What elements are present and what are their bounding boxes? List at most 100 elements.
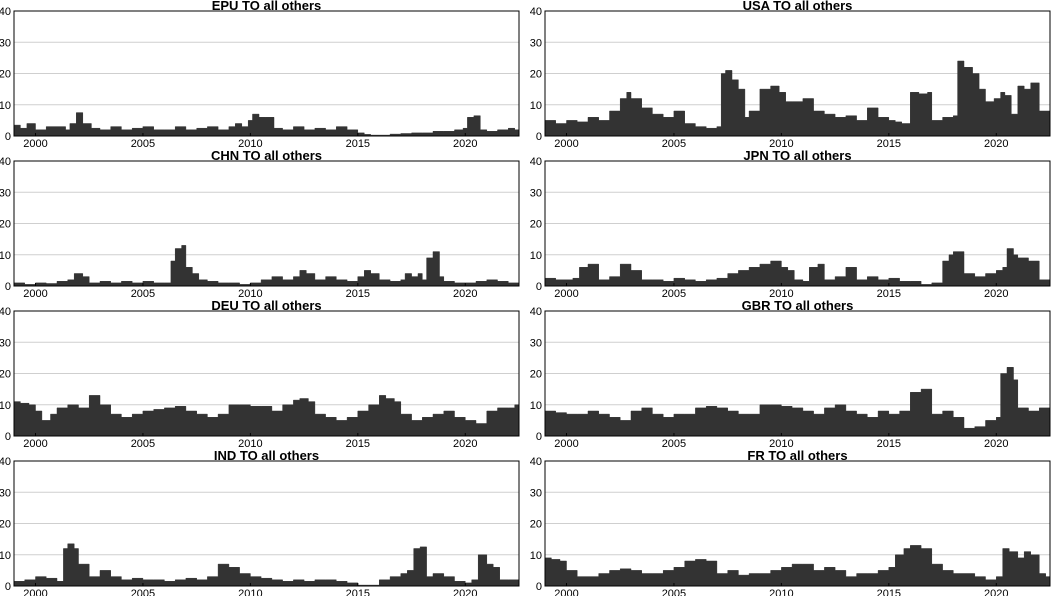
y-tick-label: 0 — [536, 431, 542, 443]
x-tick-label: 2015 — [877, 138, 901, 150]
y-tick-label: 40 — [530, 156, 542, 168]
y-tick-label: 10 — [0, 250, 11, 262]
x-tick-label: 2015 — [877, 288, 901, 300]
area-series — [544, 60, 1051, 137]
y-tick-label: 30 — [530, 487, 542, 499]
y-tick-label: 10 — [0, 100, 11, 112]
panel-title: FR TO all others — [747, 448, 847, 463]
plot-frame — [13, 310, 520, 437]
x-tick-label: 2000 — [23, 138, 47, 150]
panel-title: GBR TO all others — [742, 298, 854, 313]
y-tick-label: 40 — [530, 6, 542, 18]
panel-2: 0 10 20 30 40 2000 2005 2010 2015 2020 CHN TO all … — [0, 148, 520, 300]
y-tick-label: 40 — [0, 156, 11, 168]
area-series — [544, 367, 1051, 437]
x-tick-label: 2020 — [984, 588, 1008, 596]
y-tick-label: 30 — [530, 37, 542, 49]
panel-3: 0 10 20 30 40 2000 2005 2010 2015 2020 JPN TO all … — [530, 148, 1051, 300]
x-tick-label: 2000 — [23, 288, 47, 300]
x-tick-label: 2020 — [984, 138, 1008, 150]
y-tick-label: 20 — [530, 69, 542, 81]
y-tick-label: 20 — [0, 219, 11, 231]
plot-frame — [13, 160, 520, 287]
area-series — [544, 248, 1051, 287]
x-tick-label: 2010 — [238, 588, 262, 596]
y-tick-label: 10 — [530, 250, 542, 262]
y-tick-label: 20 — [530, 219, 542, 231]
x-tick-label: 2005 — [662, 588, 686, 596]
y-tick-label: 20 — [530, 369, 542, 381]
panel-7: 0 10 20 30 40 2000 2005 2010 2015 2020 FR TO all o… — [530, 448, 1051, 596]
plot-frame — [13, 460, 520, 587]
x-tick-label: 2000 — [23, 588, 47, 596]
y-tick-label: 40 — [0, 306, 11, 318]
plot-frame — [544, 310, 1051, 437]
panel-title: CHN TO all others — [211, 148, 322, 163]
y-tick-label: 10 — [0, 400, 11, 412]
panel-title: USA TO all others — [743, 0, 853, 13]
y-tick-label: 0 — [5, 281, 11, 293]
y-tick-label: 20 — [0, 69, 11, 81]
x-tick-label: 2000 — [23, 438, 47, 450]
area-series — [13, 392, 520, 437]
y-tick-label: 20 — [0, 519, 11, 531]
y-tick-label: 40 — [530, 456, 542, 468]
x-tick-label: 2010 — [769, 588, 793, 596]
x-tick-label: 2020 — [453, 288, 477, 300]
y-tick-label: 20 — [0, 369, 11, 381]
area-series — [13, 543, 520, 587]
x-tick-label: 2010 — [769, 288, 793, 300]
panel-title: EPU TO all others — [212, 0, 322, 13]
x-tick-label: 2010 — [238, 438, 262, 450]
plot-frame — [13, 10, 520, 137]
x-tick-label: 2020 — [453, 438, 477, 450]
x-tick-label: 2000 — [554, 438, 578, 450]
panel-title: JPN TO all others — [743, 148, 851, 163]
y-tick-label: 40 — [0, 6, 11, 18]
x-tick-label: 2015 — [877, 438, 901, 450]
x-tick-label: 2020 — [984, 288, 1008, 300]
plot-frame — [544, 10, 1051, 137]
x-tick-label: 2005 — [131, 138, 155, 150]
y-tick-label: 40 — [530, 306, 542, 318]
y-tick-label: 0 — [5, 581, 11, 593]
y-tick-label: 10 — [0, 550, 11, 562]
area-series — [544, 545, 1051, 587]
y-tick-label: 0 — [536, 131, 542, 143]
y-tick-label: 0 — [536, 281, 542, 293]
x-tick-label: 2010 — [238, 138, 262, 150]
panel-0: 0 10 20 30 40 2000 2005 2010 2015 2020 EPU TO all … — [0, 0, 520, 150]
y-tick-label: 30 — [0, 337, 11, 349]
x-tick-label: 2020 — [453, 138, 477, 150]
y-tick-label: 10 — [530, 550, 542, 562]
y-tick-label: 0 — [5, 431, 11, 443]
panel-1: 0 10 20 30 40 2000 2005 2010 2015 2020 USA TO all … — [530, 0, 1051, 150]
x-tick-label: 2005 — [662, 438, 686, 450]
plot-frame — [544, 160, 1051, 287]
y-tick-label: 30 — [0, 37, 11, 49]
x-tick-label: 2020 — [984, 438, 1008, 450]
x-tick-label: 2005 — [662, 138, 686, 150]
y-tick-label: 10 — [530, 400, 542, 412]
panel-4: 0 10 20 30 40 2000 2005 2010 2015 2020 DEU TO all … — [0, 298, 520, 450]
x-tick-label: 2015 — [346, 288, 370, 300]
panel-title: IND TO all others — [214, 448, 319, 463]
area-series — [13, 245, 520, 287]
x-tick-label: 2010 — [769, 438, 793, 450]
panel-title: DEU TO all others — [211, 298, 321, 313]
x-tick-label: 2005 — [131, 588, 155, 596]
x-tick-label: 2000 — [554, 138, 578, 150]
x-tick-label: 2010 — [769, 138, 793, 150]
y-tick-label: 0 — [536, 581, 542, 593]
x-tick-label: 2000 — [554, 588, 578, 596]
y-tick-label: 30 — [530, 187, 542, 199]
panel-5: 0 10 20 30 40 2000 2005 2010 2015 2020 GBR TO all … — [530, 298, 1051, 450]
y-tick-label: 20 — [530, 519, 542, 531]
y-tick-label: 30 — [0, 187, 11, 199]
x-tick-label: 2015 — [346, 438, 370, 450]
x-tick-label: 2015 — [877, 588, 901, 596]
area-series — [13, 111, 520, 137]
x-tick-label: 2010 — [238, 288, 262, 300]
plot-frame — [544, 460, 1051, 587]
